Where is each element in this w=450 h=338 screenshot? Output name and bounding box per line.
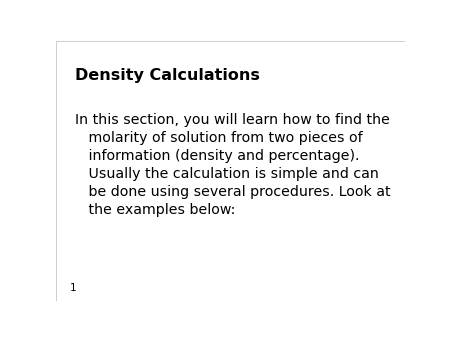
Text: In this section, you will learn how to find the
   molarity of solution from two: In this section, you will learn how to f… (76, 114, 391, 217)
Text: Density Calculations: Density Calculations (76, 68, 260, 83)
Text: 1: 1 (70, 283, 77, 293)
